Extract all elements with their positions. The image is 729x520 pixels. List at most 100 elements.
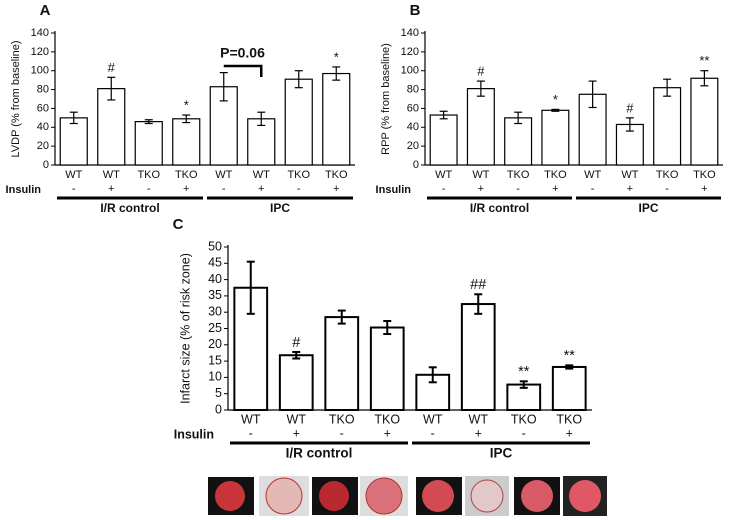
x-tick-label: TKO (287, 169, 310, 181)
significance-marker: # (108, 60, 116, 75)
x-tick-label: TKO (693, 169, 716, 181)
x-tick-label: TKO (544, 169, 567, 181)
panel-label: C (173, 216, 184, 233)
significance-marker: # (626, 100, 634, 115)
row-label: Insulin (6, 184, 42, 196)
group-label: IPC (270, 201, 290, 215)
x-tick-label: TKO (137, 169, 160, 181)
y-tick-label: 40 (37, 121, 49, 133)
y-tick-label: 0 (215, 402, 222, 416)
bar (690, 77, 719, 166)
insulin-label: - (147, 183, 151, 195)
y-tick-label: 50 (208, 239, 222, 253)
x-tick-label: TKO (507, 169, 530, 181)
insulin-label: + (475, 426, 482, 440)
y-axis-label: Infarct size (% of risk zone) (178, 253, 192, 404)
x-tick-label: TKO (325, 169, 348, 181)
bar (541, 109, 570, 166)
insulin-label: - (249, 426, 253, 440)
heart-slice-image (470, 479, 504, 513)
bar (278, 354, 314, 411)
bar (460, 303, 496, 411)
y-tick-label: 20 (208, 337, 222, 351)
significance-marker: ** (564, 348, 576, 364)
insulin-label: + (108, 183, 114, 195)
y-tick-label: 40 (208, 272, 222, 286)
x-tick-label: WT (65, 169, 82, 181)
x-tick-label: WT (215, 169, 232, 181)
bar (369, 326, 405, 411)
y-tick-label: 60 (407, 102, 419, 114)
insulin-label: - (431, 426, 435, 440)
bracket-label: P=0.06 (220, 45, 265, 61)
insulin-label: + (566, 426, 573, 440)
x-tick-label: WT (472, 169, 489, 181)
heart-slice-image (265, 477, 303, 515)
group-label: IPC (638, 201, 658, 215)
x-tick-label: TKO (175, 169, 198, 181)
x-tick-label: WT (103, 169, 120, 181)
y-tick-label: 40 (407, 121, 419, 133)
bar (247, 118, 276, 166)
bar (429, 114, 458, 166)
x-tick-label: WT (423, 412, 443, 426)
insulin-label: - (665, 183, 669, 195)
x-tick-label: TKO (329, 412, 355, 426)
bar (59, 117, 88, 166)
y-tick-label: 120 (401, 46, 419, 58)
insulin-label: + (333, 183, 339, 195)
y-tick-label: 30 (208, 304, 222, 318)
y-tick-label: 0 (43, 159, 49, 171)
bar (134, 121, 163, 166)
heart-slice-image (215, 481, 245, 511)
x-tick-label: WT (253, 169, 270, 181)
insulin-label: - (340, 426, 344, 440)
heart-slice-image (319, 481, 349, 511)
y-tick-label: 20 (37, 140, 49, 152)
group-label: I/R control (100, 201, 159, 215)
y-tick-label: 100 (401, 65, 419, 77)
group-label: I/R control (286, 446, 353, 461)
y-tick-label: 80 (407, 83, 419, 95)
insulin-label: - (442, 183, 446, 195)
x-tick-label: WT (241, 412, 261, 426)
y-tick-label: 10 (208, 370, 222, 384)
row-label: Insulin (376, 184, 412, 196)
significance-marker: # (477, 64, 485, 79)
bar (324, 316, 360, 411)
y-tick-label: 25 (208, 321, 222, 335)
insulin-label: + (384, 426, 391, 440)
group-label: I/R control (470, 201, 529, 215)
bar (504, 117, 533, 166)
insulin-label: - (222, 183, 226, 195)
y-tick-label: 140 (31, 27, 49, 39)
x-tick-label: WT (287, 412, 307, 426)
insulin-label: - (522, 426, 526, 440)
y-tick-label: 20 (407, 140, 419, 152)
insulin-label: + (478, 183, 484, 195)
heart-slice-image (521, 480, 553, 512)
x-tick-label: TKO (556, 412, 582, 426)
x-tick-label: TKO (511, 412, 537, 426)
y-tick-label: 15 (208, 353, 222, 367)
x-tick-label: WT (621, 169, 638, 181)
significance-marker: ## (470, 277, 486, 293)
insulin-label: + (258, 183, 264, 195)
bar (172, 118, 201, 166)
bracket (223, 64, 263, 77)
y-axis-label: LVDP (% from baseline) (10, 41, 22, 158)
x-tick-label: WT (469, 412, 489, 426)
heart-slice-image (365, 477, 403, 515)
y-tick-label: 0 (413, 159, 419, 171)
insulin-label: + (552, 183, 558, 195)
y-tick-label: 45 (208, 256, 222, 270)
bar (322, 72, 351, 166)
significance-marker: * (334, 49, 339, 64)
panel-label: A (40, 2, 51, 19)
significance-marker: ** (518, 364, 530, 380)
insulin-label: + (701, 183, 707, 195)
x-tick-label: TKO (656, 169, 679, 181)
significance-marker: * (553, 92, 558, 107)
y-tick-label: 35 (208, 288, 222, 302)
